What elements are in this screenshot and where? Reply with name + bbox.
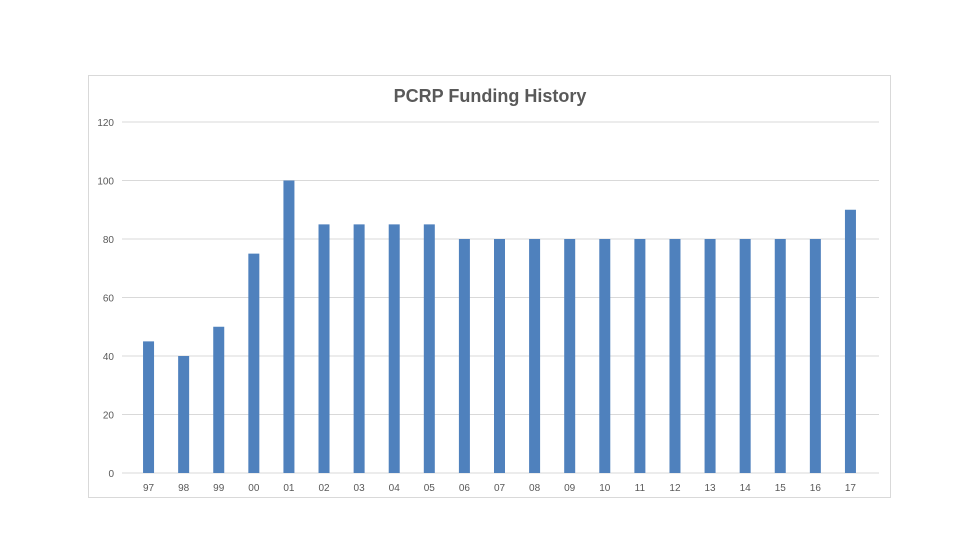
- x-tick-label: 07: [494, 483, 506, 494]
- x-tick-label: 03: [354, 483, 366, 494]
- bar-08: [529, 239, 541, 473]
- x-tick-label: 02: [318, 483, 330, 494]
- x-tick-label: 16: [810, 483, 822, 494]
- x-tick-label: 14: [740, 483, 752, 494]
- x-tick-label: 15: [775, 483, 787, 494]
- bar-09: [564, 239, 576, 473]
- bar-03: [353, 224, 365, 473]
- x-tick-label: 01: [283, 483, 295, 494]
- x-tick-label: 10: [599, 483, 611, 494]
- bar-06: [458, 239, 470, 473]
- bar-05: [423, 224, 435, 473]
- y-tick-label: 40: [103, 352, 115, 363]
- bar-16: [809, 239, 821, 473]
- x-tick-label: 99: [213, 483, 225, 494]
- bar-11: [634, 239, 646, 473]
- bar-04: [388, 224, 400, 473]
- bar-10: [599, 239, 611, 473]
- bar-01: [283, 180, 295, 473]
- bar-13: [704, 239, 716, 473]
- x-tick-label: 08: [529, 483, 541, 494]
- x-tick-label: 11: [635, 483, 646, 494]
- x-tick-label: 97: [143, 483, 155, 494]
- bar-99: [213, 326, 225, 473]
- bar-97: [143, 341, 155, 473]
- x-tick-label: 05: [424, 483, 436, 494]
- y-axis-ticks: 0 20 40 60 80 100 120: [97, 118, 114, 480]
- x-tick-label: 12: [669, 483, 681, 494]
- y-tick-label: 80: [103, 235, 115, 246]
- x-tick-label: 00: [248, 483, 260, 494]
- x-tick-label: 13: [705, 483, 717, 494]
- bar-12: [669, 239, 681, 473]
- x-tick-label: 98: [178, 483, 190, 494]
- y-tick-label: 120: [97, 118, 114, 129]
- x-tick-label: 09: [564, 483, 576, 494]
- bar-17: [844, 209, 856, 473]
- y-tick-label: 100: [97, 177, 114, 188]
- y-tick-label: 0: [108, 469, 114, 480]
- bar-15: [774, 239, 786, 473]
- chart-title: PCRP Funding History: [393, 86, 587, 106]
- bar-98: [178, 356, 190, 473]
- x-tick-label: 06: [459, 483, 471, 494]
- bar-07: [494, 239, 505, 473]
- x-axis-ticks: 97 98 99 00 01 02 03 04 05 06 07 08 09 10 11 12 13 14 15 16…: [143, 483, 856, 494]
- y-tick-label: 20: [103, 411, 115, 422]
- bar-02: [318, 224, 330, 473]
- bar-14: [739, 239, 751, 473]
- y-tick-label: 60: [103, 294, 115, 305]
- x-tick-label: 04: [389, 483, 401, 494]
- x-tick-label: 17: [845, 483, 857, 494]
- bar-00: [248, 253, 260, 473]
- bars: [143, 180, 856, 473]
